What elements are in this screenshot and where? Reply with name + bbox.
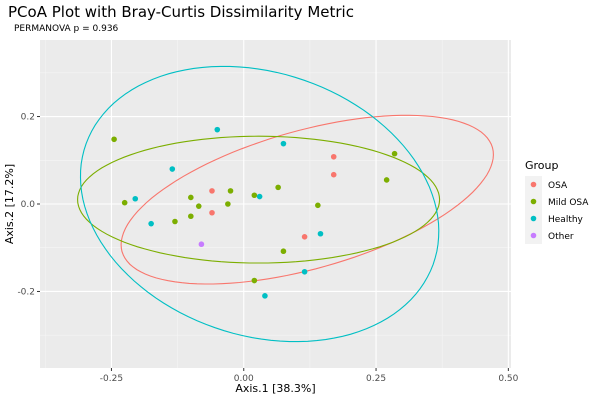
point-healthy [262,293,268,299]
legend-entries: OSA Mild OSA Healthy Other [525,176,589,244]
point-mild-osa [188,213,194,220]
point-healthy [301,268,308,275]
legend-label-healthy: Healthy [548,215,584,225]
point-healthy [169,166,176,172]
confidence-ellipses [77,65,494,343]
ellipse-healthy [79,65,440,343]
ellipse-osa [120,114,494,285]
legend-label-mild-osa: Mild OSA [548,198,589,208]
x-tick-label: 0.25 [366,374,386,384]
point-mild-osa [383,177,390,183]
point-mild-osa [225,201,231,207]
point-osa [330,171,337,178]
point-mild-osa [111,136,117,143]
point-osa [209,209,215,216]
y-axis-title: Axis.2 [17.2%] [3,164,16,244]
point-healthy [148,220,154,227]
point-healthy [317,230,324,237]
point-mild-osa [315,202,321,209]
legend-symbol-healthy [530,215,537,222]
point-other [198,241,205,248]
point-mild-osa [172,218,178,225]
y-tick-label: 0.2 [21,113,35,123]
y-axis-ticks: -0.2 0.0 0.2 [17,113,40,297]
point-mild-osa [251,277,258,284]
point-mild-osa [391,150,398,157]
y-tick-label: 0.0 [21,200,36,210]
point-osa [209,188,215,194]
point-mild-osa [251,192,258,199]
major-gridlines [40,40,511,368]
point-mild-osa [227,188,234,194]
point-healthy [280,140,287,147]
data-points [111,126,398,299]
y-tick-label: -0.2 [17,287,35,297]
point-mild-osa [275,184,281,191]
point-osa [330,153,337,160]
point-healthy [132,195,139,202]
chart-subtitle: PERMANOVA p = 0.936 [14,24,119,34]
point-osa [301,234,308,240]
x-tick-label: 0.00 [234,374,254,384]
legend-symbol-osa [530,181,537,188]
legend-label-osa: OSA [548,181,568,191]
point-mild-osa [280,248,287,255]
ellipse-mild-osa [77,135,441,264]
legend-label-other: Other [548,232,574,242]
x-axis-title: Axis.1 [38.3%] [235,382,315,395]
x-tick-label: 0.50 [498,374,518,384]
point-healthy [256,193,263,200]
point-mild-osa [121,199,128,206]
point-mild-osa [188,194,194,201]
legend-symbol-mild-osa [530,198,537,205]
x-axis-ticks: -0.25 0.00 0.25 0.50 [100,368,519,384]
legend-title: Group [525,159,559,172]
legend-symbol-other [530,232,537,239]
chart-title: PCoA Plot with Bray-Curtis Dissimilarity… [8,3,354,21]
x-tick-label: -0.25 [100,374,123,384]
point-mild-osa [195,203,202,209]
point-healthy [214,126,221,133]
legend: Group OSA Mild OSA Healthy Other [525,159,589,244]
